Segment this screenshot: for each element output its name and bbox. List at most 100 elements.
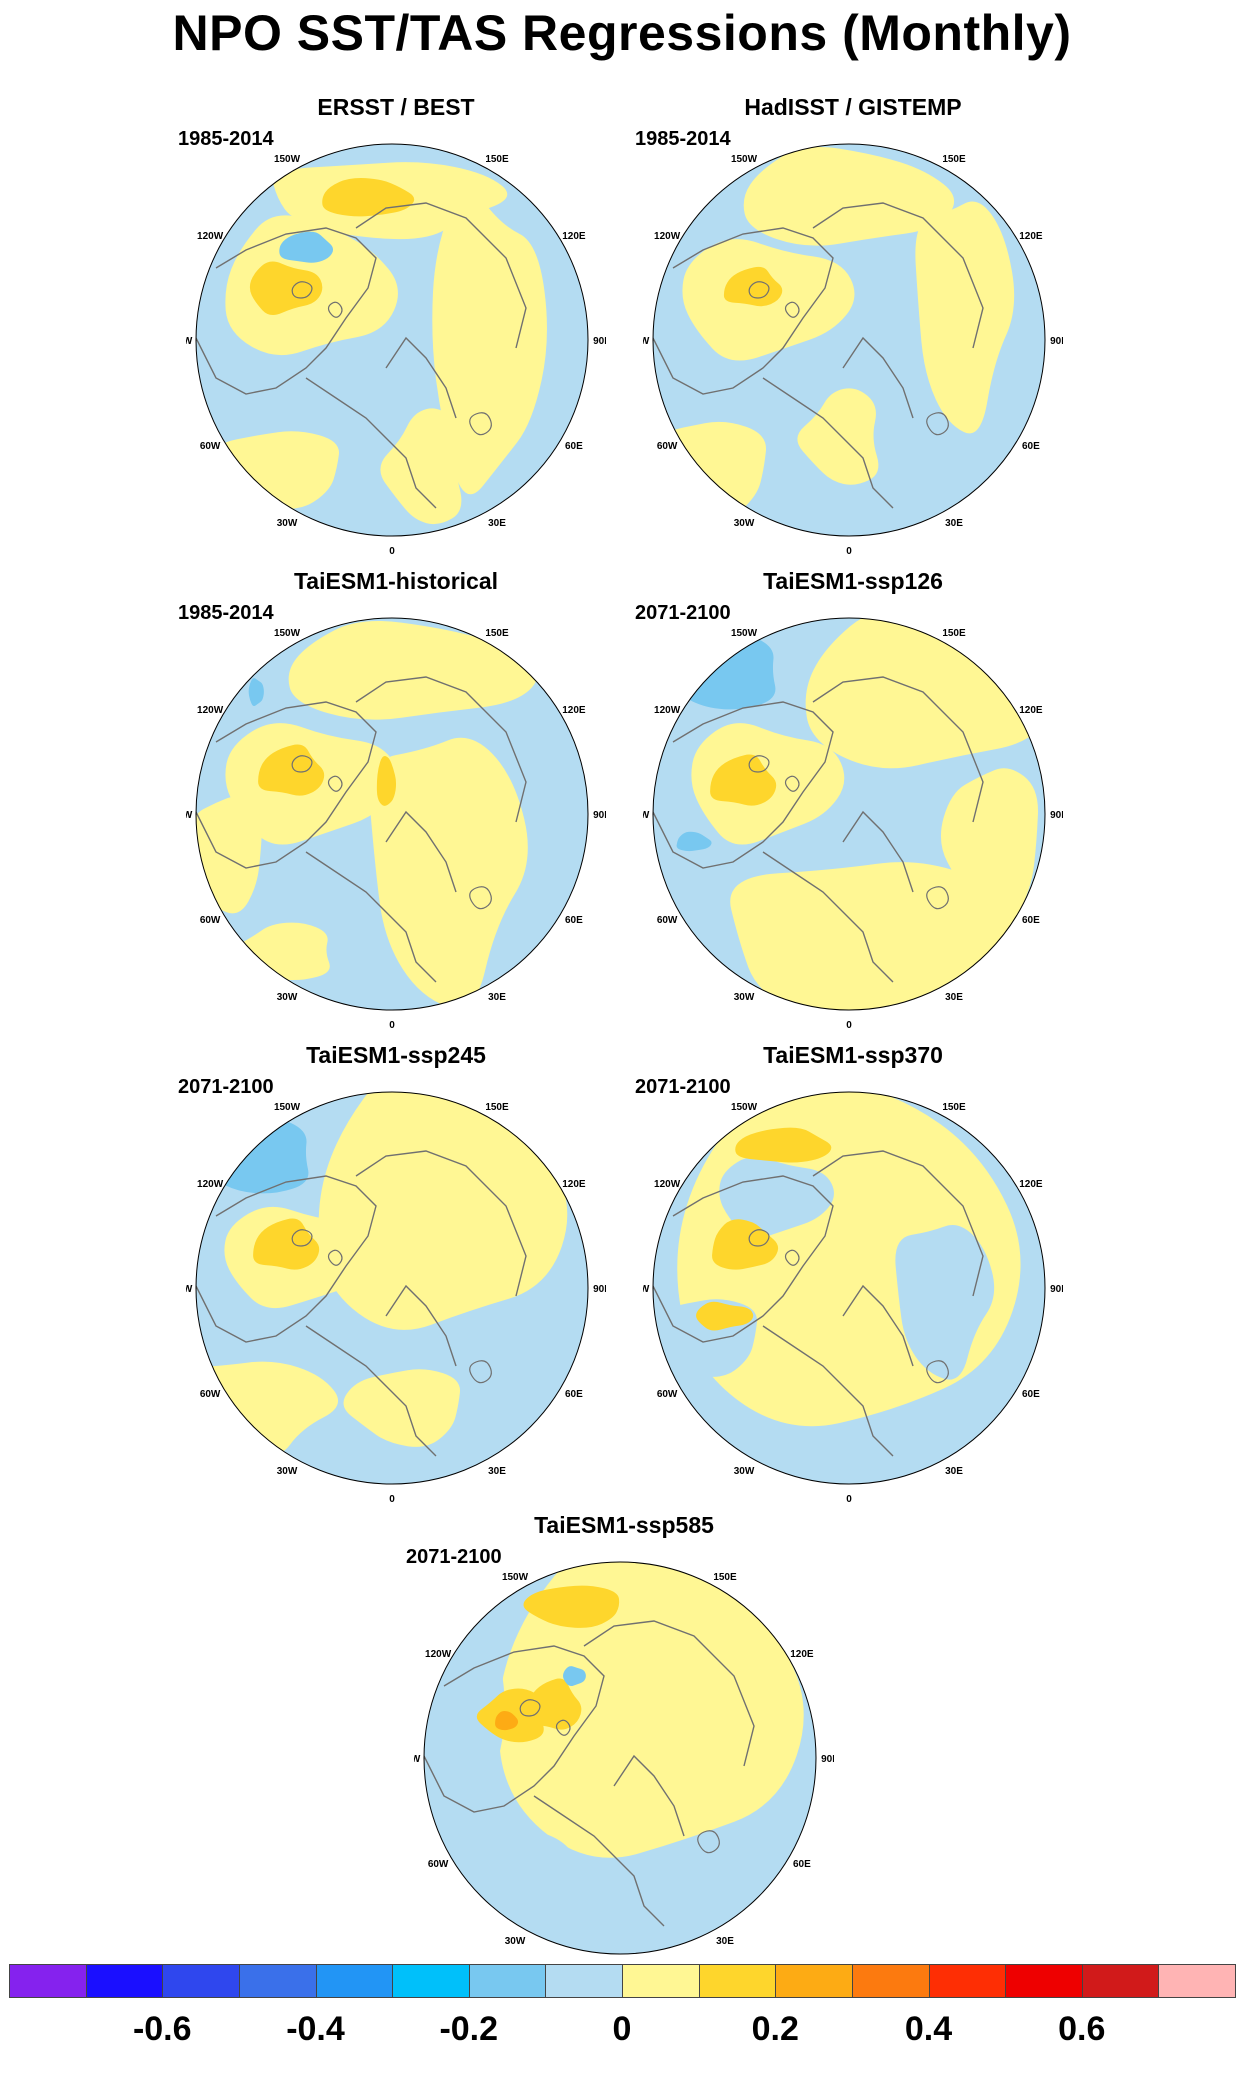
longitude-label: 30E: [488, 1466, 506, 1477]
panel-period: 1985-2014: [178, 602, 274, 624]
longitude-label: 150W: [731, 154, 758, 165]
colorbar-cell: [392, 1964, 470, 1998]
map-border: [195, 143, 589, 537]
positive-anomaly-region: [380, 408, 462, 525]
negative-anomaly-region: [658, 633, 776, 710]
longitude-label: 60W: [200, 1389, 221, 1400]
polar-map: 180150E120E90E60E30E030W60W90W120W150W: [186, 143, 606, 557]
longitude-label: 60W: [657, 441, 678, 452]
coastline: [583, 1620, 755, 1767]
colorbar-tick-label: 0.4: [904, 2010, 953, 2048]
coastline: [653, 227, 834, 395]
polar-map: 180150E120E90E60E30E030W60W90W120W150W: [186, 617, 606, 1031]
map-border: [652, 1091, 1046, 1485]
longitude-label: 60E: [1022, 441, 1040, 452]
coastline: [355, 1150, 527, 1297]
coastline: [842, 1284, 914, 1367]
page-title: NPO SST/TAS Regressions (Monthly): [172, 5, 1072, 61]
coastline: [385, 1284, 457, 1367]
longitude-label: 90E: [1050, 336, 1063, 347]
coastline: [812, 676, 984, 823]
longitude-label: 30W: [505, 1936, 526, 1947]
colorbar-tick-label: -0.2: [439, 2010, 499, 2048]
positive-anomaly-region: [249, 261, 323, 316]
longitude-label: 150E: [942, 1102, 966, 1113]
longitude-label: 30E: [945, 518, 963, 529]
longitude-label: 120W: [654, 231, 681, 242]
negative-anomaly-region: [719, 1156, 834, 1238]
panel-period: 2071-2100: [635, 602, 731, 624]
longitude-label: 120E: [562, 231, 586, 242]
panel-taiesm1-ssp585: TaiESM1-ssp585 2071-2100 180150E120E90E6…: [406, 1512, 834, 1982]
longitude-label: 90W: [414, 1754, 421, 1765]
panel-taiesm1-ssp370: TaiESM1-ssp370 2071-2100 180150E120E90E6…: [635, 1042, 1063, 1512]
positive-anomaly-region: [696, 1301, 754, 1331]
contour-field: [424, 1562, 816, 1954]
longitude-label: 30W: [277, 1466, 298, 1477]
positive-anomaly-region: [318, 1092, 568, 1330]
longitude-label: 30E: [488, 992, 506, 1003]
coastline: [196, 227, 377, 395]
colorbar-cell: [1081, 1964, 1160, 1998]
positive-anomaly-region: [288, 620, 538, 720]
positive-anomaly-region: [432, 190, 547, 495]
longitude-label: 150E: [713, 1572, 737, 1583]
negative-anomaly-region: [248, 678, 264, 707]
longitude-label: 150W: [274, 1102, 301, 1113]
negative-anomaly-region: [279, 231, 334, 263]
longitude-label: 90W: [186, 1284, 193, 1295]
panel-period: 1985-2014: [635, 128, 731, 150]
longitude-label: 120E: [1019, 231, 1043, 242]
coastline: [812, 1150, 984, 1297]
longitude-label: 150E: [942, 628, 966, 639]
longitude-label: 90E: [1050, 1284, 1063, 1295]
coastline: [533, 1795, 665, 1927]
longitude-label: 90E: [593, 336, 606, 347]
longitude-label: 0: [389, 1494, 395, 1505]
longitude-label: 0: [389, 1020, 395, 1031]
colorbar-cell: [9, 1964, 87, 1998]
longitude-label: 90W: [186, 336, 193, 347]
positive-anomaly-region: [523, 1585, 620, 1628]
longitude-label: 30W: [277, 518, 298, 529]
coastline: [305, 1325, 437, 1457]
map-border: [652, 617, 1046, 1011]
panel-title: HadISST / GISTEMP: [744, 94, 962, 120]
longitude-label: 150W: [274, 628, 301, 639]
longitude-label: 120W: [197, 705, 224, 716]
longitude-label: 120W: [425, 1649, 452, 1660]
positive-anomaly-region: [735, 1127, 832, 1163]
colorbar-cell: [85, 1964, 164, 1998]
panel-title: ERSST / BEST: [317, 94, 475, 120]
colorbar-tick-label: 0.2: [751, 2010, 799, 2048]
colorbar-tick-label: 0: [612, 2010, 632, 2048]
panel-hadisst-gistemp: HadISST / GISTEMP 1985-2014 180150E120E9…: [635, 94, 1063, 564]
coastline: [305, 377, 437, 509]
colorbar-cell: [1158, 1964, 1236, 1998]
coastline: [842, 810, 914, 893]
longitude-label: 30W: [734, 992, 755, 1003]
positive-anomaly-region: [495, 1711, 519, 1731]
coastline: [812, 202, 984, 349]
panel-title: TaiESM1-ssp126: [763, 568, 943, 594]
coastline: [748, 1229, 770, 1247]
panel-title: TaiESM1-ssp245: [306, 1042, 486, 1068]
longitude-label: 90W: [186, 810, 193, 821]
panel-period: 2071-2100: [635, 1076, 731, 1098]
longitude-label: 30W: [734, 1466, 755, 1477]
coastline: [385, 336, 457, 419]
polar-map: 180150E120E90E60E30E030W60W90W120W150W: [643, 143, 1063, 557]
contour-field: [196, 144, 588, 536]
colorbar-tick-label: -0.6: [132, 2010, 192, 2048]
coastline: [291, 1229, 313, 1247]
longitude-label: 120W: [654, 705, 681, 716]
polar-map: 180150E120E90E60E30E030W60W90W120W150W: [186, 1091, 606, 1505]
longitude-label: 150E: [485, 628, 509, 639]
colorbar-cell: [698, 1964, 777, 1998]
longitude-label: 60W: [200, 915, 221, 926]
panel-taiesm1-ssp245: TaiESM1-ssp245 2071-2100 180150E120E90E6…: [178, 1042, 606, 1512]
positive-anomaly-region: [723, 266, 783, 307]
longitude-label: 120W: [197, 1179, 224, 1190]
positive-anomaly-region: [712, 1219, 779, 1270]
coastline: [469, 886, 492, 910]
